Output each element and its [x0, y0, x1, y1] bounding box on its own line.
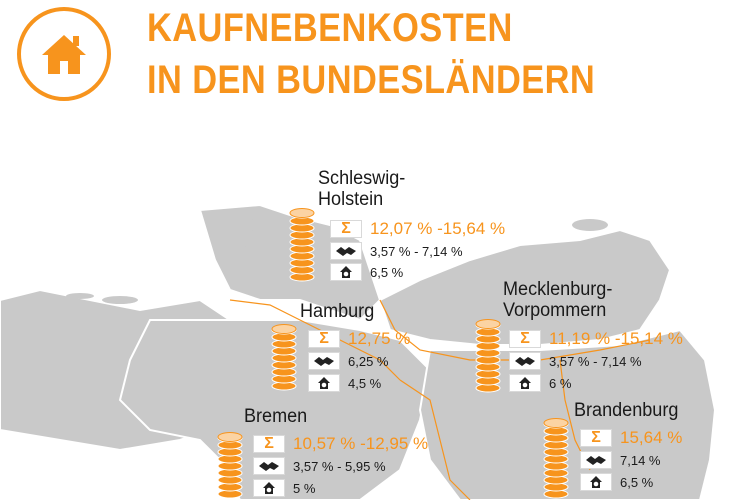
map-island	[102, 296, 138, 304]
handshake-icon	[509, 352, 541, 370]
house-tax-icon	[253, 479, 285, 497]
transfer-tax-value: 5 %	[293, 480, 316, 496]
broker-fee-row: 3,57 % - 7,14 %	[509, 351, 642, 371]
total-cost-row: Σ 12,07 % -15,64 %	[330, 219, 505, 239]
sum-icon: Σ	[253, 435, 285, 453]
total-cost-value: 12,75 %	[348, 329, 411, 348]
broker-fee-value: 3,57 % - 5,95 %	[293, 458, 386, 474]
map-island	[230, 246, 250, 254]
broker-fee-value: 3,57 % - 7,14 %	[549, 353, 642, 369]
transfer-tax-row: 6 %	[509, 373, 571, 393]
region-name: Schleswig- Holstein	[318, 168, 406, 210]
region-name: Bremen	[244, 406, 308, 427]
transfer-tax-row: 5 %	[253, 478, 315, 498]
map-region-lower-saxony	[118, 319, 432, 500]
transfer-tax-row: 6,5 %	[330, 262, 403, 282]
transfer-tax-value: 4,5 %	[348, 375, 382, 391]
transfer-tax-value: 6,5 %	[620, 474, 654, 490]
house-icon	[17, 7, 111, 101]
house-tax-icon	[308, 374, 340, 392]
map-island	[236, 219, 264, 231]
total-cost-value: 10,57 % -12,95 %	[293, 434, 429, 453]
region-name: Brandenburg	[574, 400, 679, 421]
sum-icon: Σ	[509, 330, 541, 348]
broker-fee-value: 6,25 %	[348, 353, 389, 369]
handshake-icon	[330, 242, 362, 260]
total-cost-row: Σ 12,75 %	[308, 329, 410, 349]
house-tax-icon	[580, 473, 612, 491]
house-tax-icon	[330, 263, 362, 281]
total-cost-row: Σ 11,19 % -15,14 %	[509, 329, 683, 349]
page-title-line1: KAUFNEBENKOSTEN	[147, 6, 513, 50]
region-name: Mecklenburg- Vorpommern	[503, 279, 613, 321]
coin-stack-icon	[475, 319, 501, 393]
transfer-tax-value: 6,5 %	[370, 264, 404, 280]
sum-icon: Σ	[330, 220, 362, 238]
sum-icon: Σ	[308, 330, 340, 348]
broker-fee-row: 7,14 %	[580, 450, 660, 470]
broker-fee-row: 3,57 % - 7,14 %	[330, 241, 463, 261]
broker-fee-row: 3,57 % - 5,95 %	[253, 456, 386, 476]
total-cost-value: 15,64 %	[620, 428, 683, 447]
page-title: KAUFNEBENKOSTEN IN DEN BUNDESLÄNDERN	[147, 2, 595, 106]
coin-stack-icon	[271, 324, 297, 391]
sum-icon: Σ	[580, 429, 612, 447]
total-cost-row: Σ 10,57 % -12,95 %	[253, 434, 428, 454]
handshake-icon	[308, 352, 340, 370]
coin-stack-icon	[543, 418, 569, 499]
total-cost-value: 12,07 % -15,64 %	[370, 219, 506, 238]
page-title-line2: IN DEN BUNDESLÄNDERN	[147, 58, 596, 102]
broker-fee-value: 3,57 % - 7,14 %	[370, 243, 463, 259]
broker-fee-value: 7,14 %	[620, 452, 661, 468]
transfer-tax-row: 4,5 %	[308, 373, 381, 393]
coin-stack-icon	[217, 432, 243, 499]
handshake-icon	[253, 457, 285, 475]
coin-stack-icon	[289, 208, 315, 282]
house-tax-icon	[509, 374, 541, 392]
broker-fee-row: 6,25 %	[308, 351, 388, 371]
total-cost-value: 11,19 % -15,14 %	[549, 329, 683, 348]
map-region-mecklenburg	[378, 228, 672, 346]
map-island	[572, 219, 608, 231]
total-cost-row: Σ 15,64 %	[580, 428, 682, 448]
transfer-tax-row: 6,5 %	[580, 472, 653, 492]
transfer-tax-value: 6 %	[549, 375, 572, 391]
map-island	[66, 293, 94, 299]
region-name: Hamburg	[300, 301, 375, 322]
handshake-icon	[580, 451, 612, 469]
